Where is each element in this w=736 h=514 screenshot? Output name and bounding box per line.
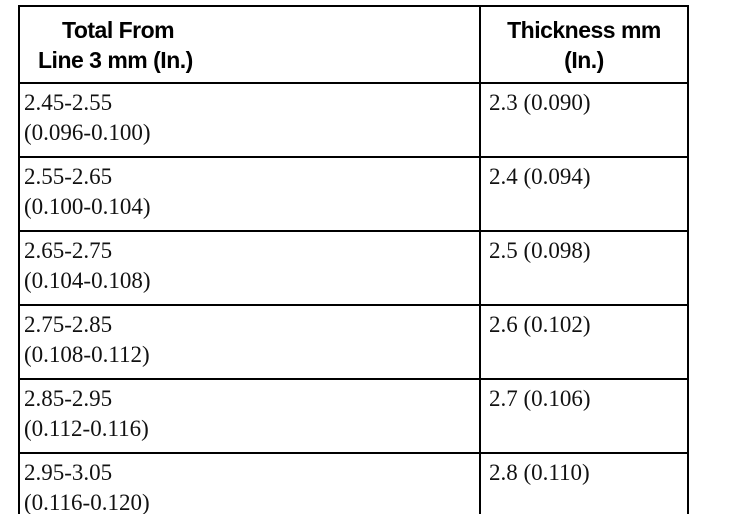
table-cell: 2.65-2.75 (0.104-0.108) [18,230,481,306]
table-row: 2.45-2.55 (0.096-0.100) 2.3 (0.090) [18,82,689,158]
table-cell: 2.95-3.05 (0.116-0.120) [18,452,481,514]
cell-line: 2.45-2.55 [24,90,113,115]
table-row: 2.75-2.85 (0.108-0.112) 2.6 (0.102) [18,304,689,380]
cell-line: 2.75-2.85 [24,312,113,337]
table-cell: 2.3 (0.090) [479,82,689,158]
table-cell: 2.8 (0.110) [479,452,689,514]
cell-line: (0.100-0.104) [24,194,151,219]
cell-line: 2.95-3.05 [24,460,113,485]
table-row: 2.95-3.05 (0.116-0.120) 2.8 (0.110) [18,452,689,514]
spec-table: Total From Line 3 mm (In.) Thickness mm (In… [18,5,689,514]
cell-line: (0.116-0.120) [24,490,150,514]
cell-line: (0.112-0.116) [24,416,149,441]
cell-line: 2.85-2.95 [24,386,113,411]
cell-text: 2.4 (0.094) [489,164,591,189]
cell-line: 2.65-2.75 [24,238,113,263]
cell-line: (0.096-0.100) [24,120,151,145]
cell-line: (In.) [564,46,604,73]
cell-line: Total From [62,16,175,43]
table-cell: 2.85-2.95 (0.112-0.116) [18,378,481,454]
table-cell: 2.6 (0.102) [479,304,689,380]
table-cell: 2.55-2.65 (0.100-0.104) [18,156,481,232]
cell-line: Line 3 mm (In.) [38,46,193,73]
cell-line: Thickness mm [507,16,661,43]
header-row: Total From Line 3 mm (In.) Thickness mm (In… [18,5,689,84]
table-cell: 2.4 (0.094) [479,156,689,232]
table-body: 2.45-2.55 (0.096-0.100) 2.3 (0.090) 2.55-2.… [18,82,689,514]
table-cell: 2.5 (0.098) [479,230,689,306]
cell-text: 2.7 (0.106) [489,386,591,411]
cell-text: 2.8 (0.110) [489,460,590,485]
table-row: 2.85-2.95 (0.112-0.116) 2.7 (0.106) [18,378,689,454]
header-cell: Total From Line 3 mm (In.) [18,5,481,84]
table-cell: 2.75-2.85 (0.108-0.112) [18,304,481,380]
header-cell: Thickness mm (In.) [479,5,689,84]
cell-line: 2.55-2.65 [24,164,113,189]
cell-line: (0.104-0.108) [24,268,151,293]
cell-text: 2.6 (0.102) [489,312,591,337]
cell-text: 2.5 (0.098) [489,238,591,263]
cell-line: (0.108-0.112) [24,342,150,367]
table-cell: 2.7 (0.106) [479,378,689,454]
cell-text: 2.3 (0.090) [489,90,591,115]
table-cell: 2.45-2.55 (0.096-0.100) [18,82,481,158]
table-row: 2.65-2.75 (0.104-0.108) 2.5 (0.098) [18,230,689,306]
table-row: 2.55-2.65 (0.100-0.104) 2.4 (0.094) [18,156,689,232]
